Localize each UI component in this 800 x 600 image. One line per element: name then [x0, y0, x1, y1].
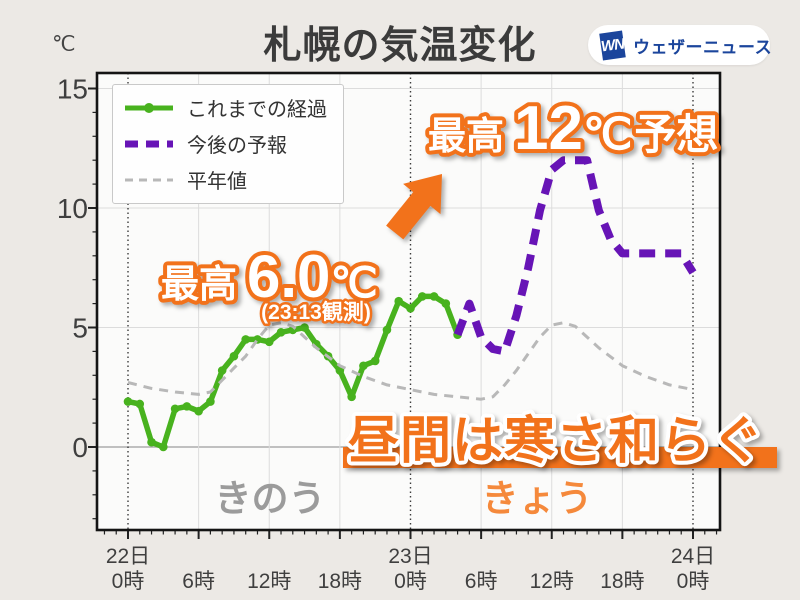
max-observed-note: (23:13観測): [261, 300, 371, 324]
svg-text:22日: 22日: [106, 545, 150, 568]
legend-item-past: これまでの経過: [123, 93, 327, 122]
legend-label-past: これまでの経過: [187, 99, 327, 121]
svg-text:0時: 0時: [677, 570, 710, 593]
max-observed-value: 6.0: [247, 243, 330, 310]
svg-text:23日: 23日: [388, 545, 432, 568]
legend: これまでの経過 今後の予報 平年値: [112, 84, 344, 204]
max-observed-label: 最高 6.0℃: [161, 243, 378, 310]
trend-up-arrow-icon: [386, 174, 442, 240]
weathernews-logo: WN ウェザーニュース: [588, 25, 773, 65]
svg-text:24日: 24日: [671, 545, 715, 568]
svg-text:15: 15: [57, 74, 88, 105]
max-forecast-value: 12: [514, 94, 583, 163]
banner-bar: [343, 447, 777, 468]
legend-line-past-icon: [125, 102, 173, 113]
wn-logo-icon: WN: [599, 30, 626, 60]
svg-text:0時: 0時: [394, 570, 427, 593]
max-forecast-unit: ℃: [583, 110, 632, 159]
svg-text:18時: 18時: [600, 570, 644, 593]
legend-label-forecast: 今後の予報: [187, 135, 287, 157]
page-title: 札幌の気温変化: [263, 25, 537, 67]
max-observed-prefix: 最高: [161, 264, 237, 306]
legend-label-normal: 平年値: [187, 171, 247, 193]
yesterday-label: きのう: [215, 478, 326, 519]
svg-text:6時: 6時: [182, 570, 215, 593]
legend-line-forecast-icon: [125, 140, 173, 147]
legend-item-normal: 平年値: [123, 165, 327, 194]
legend-line-normal-icon: [125, 178, 173, 181]
svg-text:5: 5: [72, 313, 88, 344]
max-forecast-suffix: 予想: [634, 111, 718, 158]
svg-text:10: 10: [57, 193, 88, 224]
svg-text:0: 0: [72, 432, 88, 463]
wn-logo-letters: WN: [599, 34, 626, 56]
svg-text:6時: 6時: [465, 570, 498, 593]
max-forecast-label: 最高 12℃予想: [428, 94, 718, 163]
y-axis-unit: ℃: [52, 33, 76, 56]
svg-text:18時: 18時: [318, 570, 362, 593]
max-forecast-prefix: 最高: [428, 116, 504, 158]
max-observed-unit: ℃: [330, 259, 377, 306]
brand-name: ウェザーニュース: [633, 37, 773, 57]
svg-text:0時: 0時: [112, 570, 145, 593]
svg-text:12時: 12時: [247, 570, 291, 593]
svg-text:12時: 12時: [530, 570, 574, 593]
legend-item-forecast: 今後の予報: [123, 129, 327, 158]
today-label: きょう: [482, 478, 593, 519]
banner-text: 昼間は寒さ和らぐ: [348, 412, 764, 469]
